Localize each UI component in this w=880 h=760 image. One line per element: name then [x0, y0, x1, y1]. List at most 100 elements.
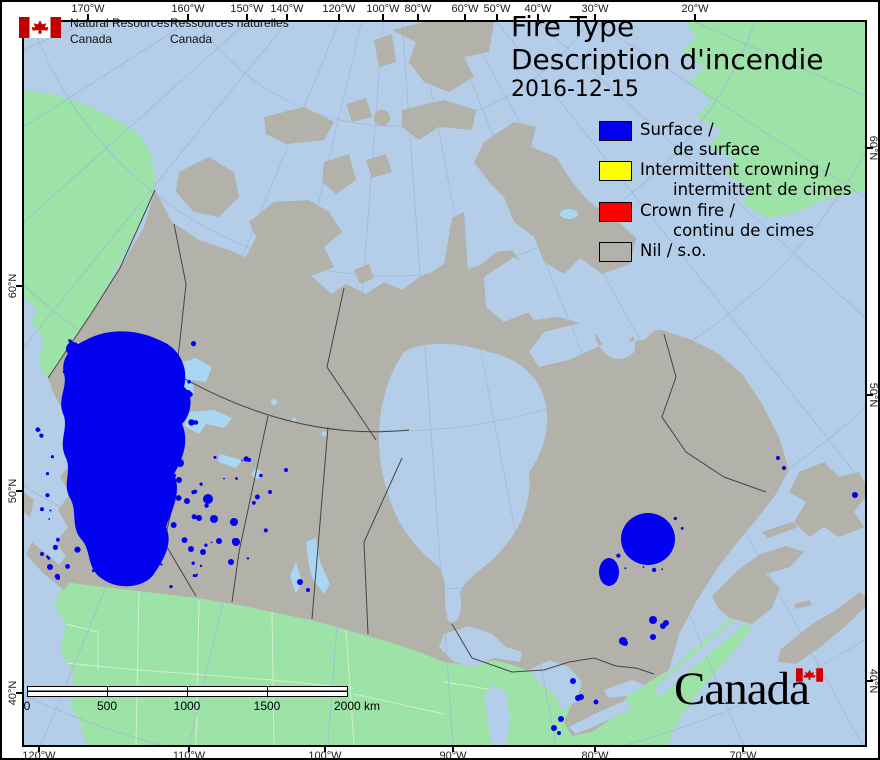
fire-speckle — [120, 496, 124, 500]
prince-edward-island — [794, 600, 812, 609]
lake-michigan — [484, 684, 510, 745]
fire-speckle — [39, 433, 44, 438]
scale-label: 1500 — [253, 699, 281, 713]
fire-speckle — [121, 360, 124, 363]
lake-winnipegosis — [290, 562, 302, 594]
fire-speckle — [157, 421, 160, 425]
fire-speckle — [175, 495, 182, 501]
haida-gwaii — [24, 492, 34, 517]
banks-island — [176, 157, 239, 217]
fire-speckle — [558, 716, 564, 722]
fire-speckle — [56, 537, 60, 542]
fire-speckle — [127, 360, 130, 363]
canada-wordmark: Canada — [674, 664, 844, 718]
fire-speckle — [204, 503, 209, 508]
fire-speckle — [150, 466, 154, 469]
gaspe-new-brunswick — [712, 546, 804, 624]
tick-mark-bottom — [452, 747, 454, 752]
fire-speckle — [80, 449, 86, 454]
fire-speckle — [191, 561, 195, 565]
fire-speckle — [241, 459, 243, 462]
fire-speckle — [107, 523, 109, 525]
fire-speckle — [216, 538, 222, 544]
fire-speckle — [46, 555, 49, 558]
border-alberta-sask — [231, 415, 269, 603]
fire-speckle — [140, 360, 143, 364]
axis-label-bottom: 90°W — [439, 750, 467, 760]
greenland — [682, 22, 865, 218]
fire-speckle — [74, 546, 81, 553]
fire-bc-main — [61, 331, 191, 587]
legend-label: Crown fire / — [640, 200, 736, 220]
fire-speckle — [660, 623, 666, 629]
fire-speckle — [140, 497, 147, 504]
hudson-bay — [378, 343, 548, 623]
tick-mark-bottom — [38, 747, 40, 752]
fire-speckle — [136, 561, 141, 566]
fire-surface-layer — [35, 331, 858, 735]
maritime-provinces — [712, 462, 865, 664]
fire-speckle — [91, 413, 96, 418]
fire-speckle — [40, 552, 44, 556]
fire-speckle — [133, 516, 138, 522]
tick-mark-right — [867, 394, 873, 396]
newfoundland — [789, 462, 865, 537]
fire-speckle — [196, 515, 202, 521]
axis-label-bottom: 110°W — [172, 750, 206, 760]
tick-mark-right — [867, 680, 873, 682]
fire-speckle — [243, 456, 249, 462]
fire-speckle — [199, 564, 203, 568]
fire-speckle — [176, 477, 182, 483]
fire-speckle — [188, 419, 195, 426]
anticosti-island — [762, 522, 798, 538]
fire-speckle — [125, 517, 131, 524]
fire-speckle — [124, 535, 130, 541]
fire-speckle — [259, 473, 263, 478]
tick-mark-bottom — [188, 747, 190, 752]
fire-speckle — [223, 477, 225, 480]
fire-speckle — [593, 699, 599, 705]
fire-speckle — [192, 574, 196, 578]
graticule-line — [24, 22, 288, 348]
fire-speckle — [128, 412, 132, 416]
fire-speckle — [52, 544, 58, 551]
fire-speckle — [187, 379, 191, 384]
fire-speckle — [50, 455, 54, 459]
fire-speckle — [297, 579, 303, 585]
legend-swatch — [599, 241, 632, 262]
fire-speckle — [252, 501, 256, 505]
fire-speckle — [172, 420, 175, 424]
foxe-basin — [484, 257, 534, 322]
fire-speckle — [45, 493, 50, 498]
fire-speckle — [184, 498, 190, 504]
scale-bar: 0 500 1000 1500 2000 km — [24, 686, 380, 716]
legend-swatch — [599, 201, 632, 222]
fire-speckle — [84, 363, 88, 367]
border-sask-manitoba — [311, 426, 329, 620]
fire-speckle — [104, 469, 110, 475]
prince-of-wales-island — [322, 154, 356, 194]
scale-bar-rule — [27, 686, 348, 697]
cornwallis-island — [374, 110, 390, 126]
lake-ontario — [604, 680, 646, 698]
fire-speckle — [135, 481, 139, 484]
fire-speckle — [203, 494, 213, 504]
fire-speckle — [56, 576, 60, 580]
title-en: Fire Type — [511, 10, 635, 43]
fire-speckle — [48, 518, 51, 520]
melville-island — [264, 107, 334, 144]
fire-speckle — [232, 538, 240, 546]
tick-mark-right — [867, 147, 873, 149]
tick-mark-bottom — [742, 747, 744, 752]
fire-speckle — [110, 514, 114, 517]
fire-speckle — [76, 512, 81, 517]
axis-label-left: 50°N — [7, 478, 19, 504]
scale-divider — [107, 687, 108, 696]
fire-speckle — [146, 462, 151, 466]
tick-mark-bottom — [594, 747, 596, 752]
fire-speckle — [636, 537, 642, 543]
axis-label-left: 60°N — [7, 273, 19, 299]
fire-speckle — [284, 468, 288, 472]
fire-speckle — [166, 415, 170, 418]
nova-scotia — [778, 592, 865, 664]
